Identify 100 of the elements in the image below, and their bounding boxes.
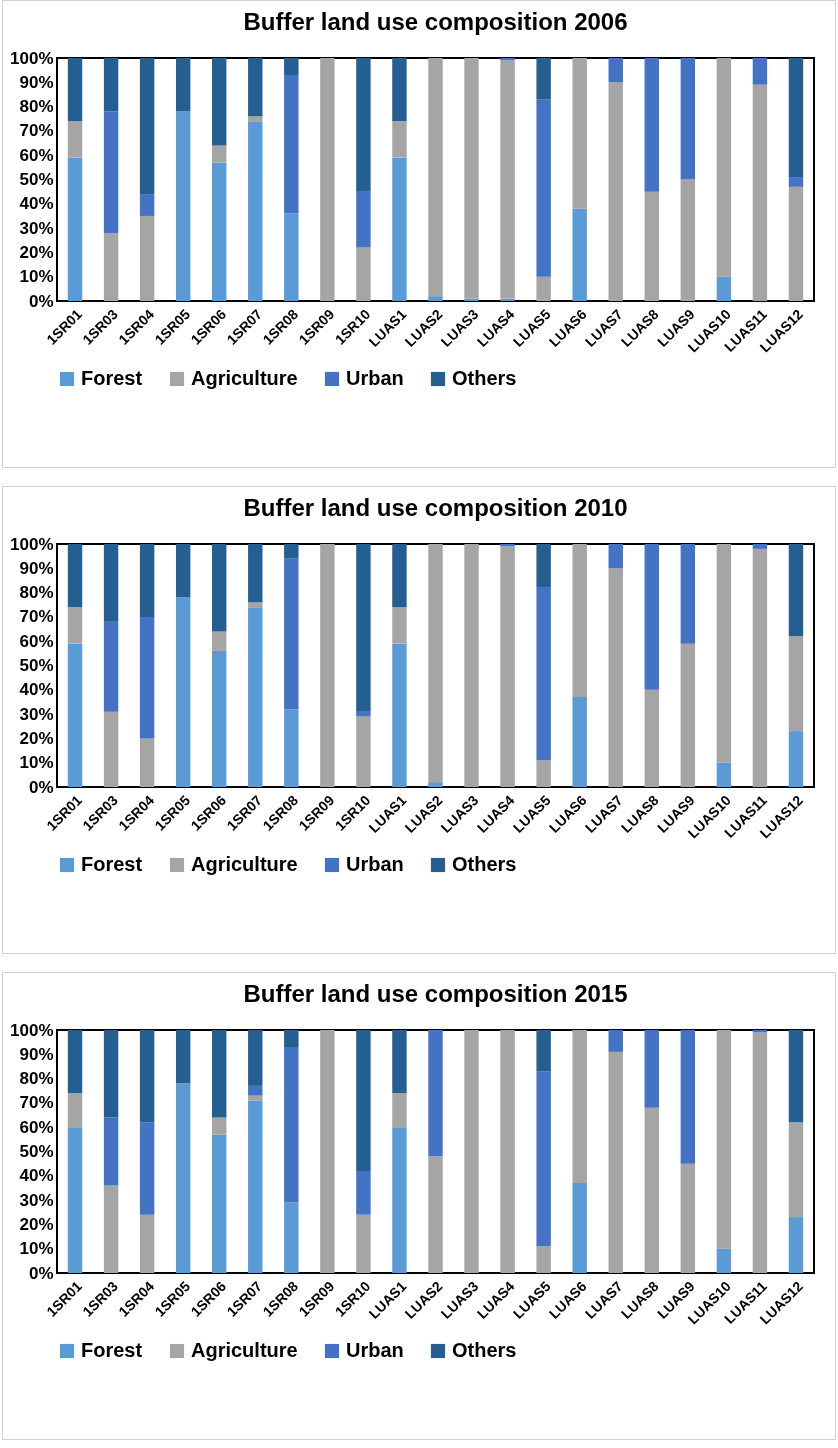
bar: [752, 544, 768, 549]
bar: [788, 58, 804, 178]
bar: [608, 544, 623, 569]
bar: [788, 636, 804, 732]
bar: [248, 1100, 263, 1273]
bar: [356, 711, 371, 717]
bar: [320, 1030, 335, 1273]
bar: [356, 716, 371, 787]
bar: [428, 1156, 443, 1273]
bar: [103, 1117, 119, 1186]
bar: [392, 157, 407, 301]
bar: [608, 58, 623, 83]
bar: [392, 544, 407, 608]
bar: [392, 121, 407, 158]
legend-label: Agriculture: [191, 853, 298, 875]
bar: [67, 643, 83, 787]
bar: [67, 607, 83, 644]
bar: [248, 58, 263, 117]
bar: [284, 58, 299, 76]
bar: [212, 650, 227, 787]
bar: [680, 1163, 696, 1273]
bar: [67, 1093, 83, 1128]
bar: [392, 607, 407, 644]
bar: [67, 1127, 83, 1273]
bar: [284, 709, 299, 787]
bar: [680, 58, 696, 180]
bar: [248, 607, 263, 787]
y-tick-label: 100%: [10, 534, 54, 554]
y-tick-label: 60%: [19, 631, 54, 651]
bar: [788, 1217, 804, 1273]
bar: [428, 782, 443, 787]
bar: [103, 111, 119, 233]
bar: [67, 544, 83, 608]
bar: [536, 587, 551, 761]
bar: [536, 58, 551, 100]
bar: [536, 276, 551, 301]
y-tick-label: 50%: [19, 170, 54, 189]
legend-label: Urban: [346, 853, 404, 875]
y-tick-label: 90%: [19, 1044, 54, 1064]
y-tick-label: 80%: [19, 583, 54, 603]
bar: [464, 544, 479, 787]
bar: [680, 179, 696, 301]
bar: [248, 544, 263, 603]
y-tick-label: 70%: [19, 607, 54, 627]
bar: [284, 1047, 299, 1203]
chart-title: Buffer land use composition 2010: [243, 494, 628, 521]
bar: [175, 58, 191, 112]
bar: [716, 762, 732, 787]
bar: [680, 643, 696, 787]
legend-label: Agriculture: [191, 367, 298, 389]
y-tick-label: 90%: [19, 72, 54, 92]
bar: [392, 1030, 407, 1094]
bar: [356, 58, 371, 192]
bar: [356, 1214, 371, 1273]
bar: [320, 58, 335, 301]
bar: [536, 99, 551, 277]
bar: [716, 544, 732, 763]
y-tick-label: 80%: [19, 1069, 54, 1089]
bar: [212, 1134, 227, 1273]
bar: [680, 544, 696, 644]
chart-title: Buffer land use composition 2015: [243, 980, 628, 1007]
y-tick-label: 0%: [28, 1263, 54, 1283]
bar: [212, 145, 227, 163]
bar: [67, 121, 83, 158]
bar: [284, 544, 299, 559]
bar: [248, 1085, 263, 1096]
y-tick-label: 60%: [19, 145, 54, 165]
bar: [392, 1127, 407, 1273]
legend-label: Forest: [81, 1339, 143, 1361]
bar: [103, 58, 119, 112]
bar: [644, 191, 659, 301]
bar: [212, 162, 227, 301]
bar: [572, 58, 587, 209]
bar: [139, 1214, 155, 1273]
y-tick-label: 30%: [19, 704, 54, 724]
bar: [572, 1030, 587, 1184]
bar: [103, 1185, 119, 1273]
legend-label: Others: [452, 853, 517, 875]
bar: [752, 548, 768, 787]
legend-label: Others: [452, 1339, 517, 1361]
bar: [67, 157, 83, 301]
bar: [788, 186, 804, 301]
bar: [608, 568, 623, 787]
bar: [284, 1030, 299, 1048]
bar: [536, 1030, 551, 1072]
bar: [248, 1030, 263, 1086]
bar: [175, 597, 191, 787]
bar: [644, 689, 659, 787]
bar: [572, 697, 587, 787]
y-tick-label: 50%: [19, 1142, 54, 1161]
legend-label: Agriculture: [191, 1339, 298, 1361]
y-tick-label: 60%: [19, 1117, 54, 1137]
bar: [212, 631, 227, 651]
bar: [139, 215, 155, 301]
y-tick-label: 0%: [28, 291, 54, 311]
y-tick-label: 70%: [19, 121, 54, 141]
y-tick-label: 100%: [10, 48, 54, 68]
bar: [716, 276, 732, 301]
legend-label: Forest: [81, 853, 143, 875]
bar: [644, 1030, 659, 1108]
